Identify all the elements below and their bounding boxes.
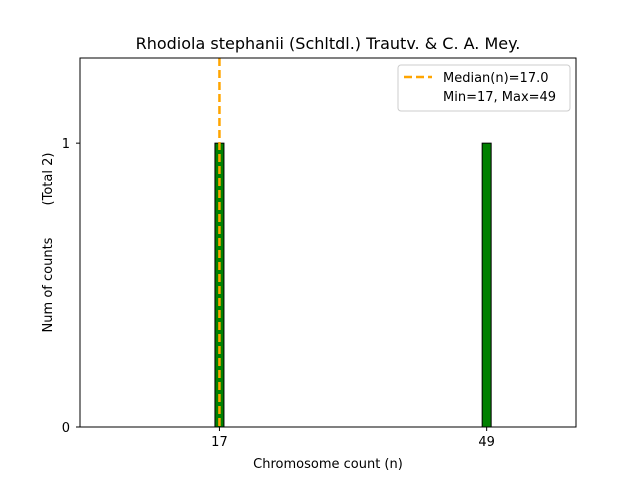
y-tick-label: 1 <box>62 137 70 152</box>
legend-median-label: Median(n)=17.0 <box>443 71 549 86</box>
y-axis-total-label: (Total 2) <box>41 153 56 206</box>
y-axis-label: Num of counts <box>41 237 56 332</box>
legend-box <box>397 64 571 112</box>
bar-n-49 <box>481 142 492 428</box>
legend-range-label: Min=17, Max=49 <box>443 90 556 105</box>
legend: Median(n)=17.0 Min=17, Max=49 <box>397 64 571 112</box>
y-tick-label: 0 <box>62 421 70 436</box>
plot-frame <box>79 57 577 428</box>
x-ticks: 17 49 <box>211 427 495 450</box>
chart-title: Rhodiola stephanii (Schltdl.) Trautv. & … <box>136 34 521 53</box>
x-axis-label: Chromosome count (n) <box>253 457 403 472</box>
y-ticks: 01 <box>62 137 80 436</box>
x-tick-label: 49 <box>478 435 495 450</box>
x-tick-label: 17 <box>211 435 228 450</box>
